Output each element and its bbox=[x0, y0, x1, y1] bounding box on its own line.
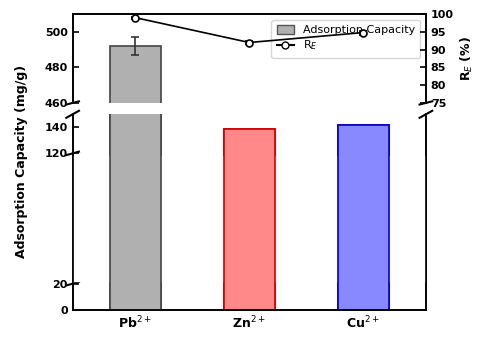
Legend: Adsorption Capacity, R$_{E}$: Adsorption Capacity, R$_{E}$ bbox=[272, 20, 421, 58]
Bar bbox=[110, 0, 161, 310]
Bar bbox=[110, 46, 161, 352]
Bar bbox=[73, 156, 426, 281]
Y-axis label: R$_{E}$ (%): R$_{E}$ (%) bbox=[459, 36, 475, 81]
Bar bbox=[224, 128, 275, 310]
Bar bbox=[338, 125, 389, 310]
Bar bbox=[110, 0, 161, 310]
Text: Adsorption Capacity (mg/g): Adsorption Capacity (mg/g) bbox=[15, 65, 28, 258]
Bar bbox=[224, 128, 275, 310]
Bar bbox=[338, 125, 389, 310]
